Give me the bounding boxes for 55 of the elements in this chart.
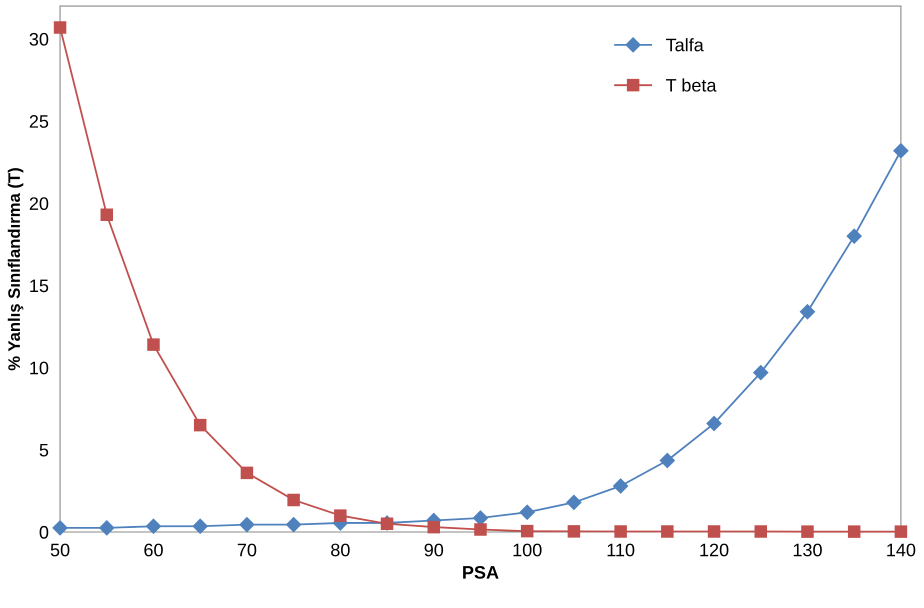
x-tick-label: 140: [887, 544, 916, 556]
point: [146, 518, 162, 534]
y-tick-label: 15: [30, 280, 48, 292]
point: [99, 520, 114, 536]
y-tick-label: 30: [30, 32, 48, 46]
point: [100, 208, 114, 222]
point: [894, 525, 908, 538]
point: [800, 304, 816, 320]
x-tick-label: 50: [50, 544, 70, 556]
point: [380, 518, 394, 530]
y-tick-label: 0: [40, 526, 48, 539]
x-axis-title: PSA: [463, 566, 499, 579]
point: [893, 143, 908, 158]
point: [240, 466, 254, 480]
x-tick-label: 80: [331, 544, 350, 556]
x-tick-label: 70: [238, 544, 256, 556]
point: [287, 494, 300, 506]
y-axis-title: % Yanlış Sınıflandırma (T): [8, 168, 24, 370]
point: [52, 520, 68, 536]
point: [706, 416, 722, 432]
point: [474, 523, 487, 536]
legend-label: Talfa: [666, 38, 704, 52]
point: [428, 520, 440, 534]
legend-label: T beta: [666, 78, 716, 92]
x-tick-label: 130: [794, 544, 822, 556]
point: [192, 518, 208, 534]
x-tick-label: 100: [514, 544, 542, 556]
point: [566, 494, 582, 510]
x-tick-label: 120: [700, 544, 728, 556]
point: [848, 525, 860, 538]
point: [660, 452, 675, 468]
x-tick-label: 90: [424, 544, 444, 556]
point: [661, 525, 674, 538]
point: [568, 525, 580, 538]
y-tick-label: 10: [30, 362, 48, 374]
y-tick-label: 5: [40, 444, 48, 457]
point: [801, 525, 814, 538]
point: [754, 525, 768, 538]
point: [520, 524, 534, 538]
y-tick-label: 25: [30, 115, 48, 128]
point: [708, 525, 720, 538]
point: [54, 21, 66, 34]
y-tick-label: 20: [30, 197, 48, 210]
x-tick-label: 60: [144, 544, 163, 556]
point: [286, 517, 302, 532]
point: [147, 338, 160, 351]
point: [614, 525, 627, 538]
point: [520, 504, 535, 520]
point: [846, 228, 862, 244]
point: [194, 418, 206, 432]
point: [753, 365, 768, 380]
x-tick-label: 110: [608, 544, 634, 556]
point: [239, 517, 254, 532]
point: [334, 509, 347, 522]
point: [613, 478, 628, 494]
